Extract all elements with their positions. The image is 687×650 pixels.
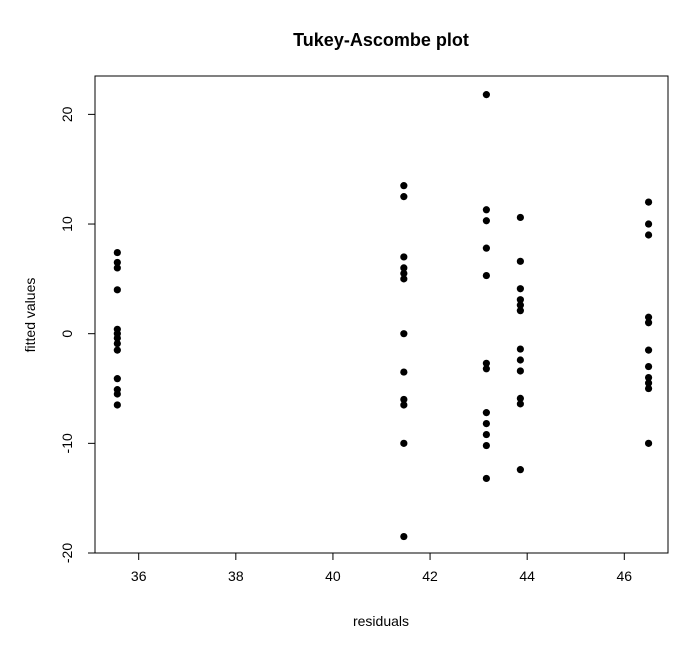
y-axis-label: fitted values xyxy=(22,278,38,353)
data-point xyxy=(400,264,408,272)
y-tick-label: -10 xyxy=(59,433,75,453)
data-point xyxy=(400,193,408,201)
data-point xyxy=(113,258,121,267)
data-point xyxy=(482,441,490,450)
x-axis-label: residuals xyxy=(353,613,409,629)
data-point xyxy=(482,420,490,428)
data-point xyxy=(644,198,653,206)
data-point xyxy=(644,362,653,371)
x-tick-label: 46 xyxy=(617,568,633,584)
data-point xyxy=(644,373,653,382)
data-point xyxy=(516,213,524,222)
y-tick-label: 10 xyxy=(59,216,75,232)
data-point xyxy=(482,217,490,225)
data-point xyxy=(113,286,121,294)
data-point xyxy=(400,269,408,277)
data-point xyxy=(400,532,408,541)
data-point xyxy=(113,390,121,398)
data-point xyxy=(113,248,121,257)
data-point xyxy=(516,394,524,402)
x-tick-label: 38 xyxy=(228,568,244,584)
data-point xyxy=(644,313,653,321)
x-tick-label: 36 xyxy=(131,568,147,584)
data-point xyxy=(482,365,490,373)
data-point xyxy=(644,319,653,327)
data-point xyxy=(516,400,524,408)
data-point xyxy=(644,384,653,393)
x-tick-label: 44 xyxy=(519,568,535,584)
data-point xyxy=(644,439,653,447)
data-point xyxy=(113,334,121,342)
data-point xyxy=(482,244,490,252)
data-point xyxy=(113,346,121,354)
data-point xyxy=(644,220,653,228)
x-axis: 36 38 40 42 44 46 xyxy=(131,553,632,584)
data-point xyxy=(482,430,490,439)
data-point xyxy=(516,307,524,315)
data-point xyxy=(482,271,490,280)
data-point xyxy=(644,231,653,239)
x-tick-label: 42 xyxy=(422,568,438,584)
data-point xyxy=(400,395,408,404)
data-point xyxy=(516,356,524,364)
data-point xyxy=(400,439,408,447)
data-point xyxy=(516,285,524,293)
data-point xyxy=(400,401,408,409)
x-tick-label: 40 xyxy=(325,568,341,584)
data-point xyxy=(113,401,121,409)
y-axis: -20 -10 0 10 20 xyxy=(59,106,95,563)
data-point xyxy=(516,367,524,375)
data-point xyxy=(400,253,408,261)
data-points xyxy=(113,91,653,541)
y-tick-label: 20 xyxy=(59,106,75,122)
data-point xyxy=(644,379,653,387)
data-point xyxy=(113,339,121,348)
data-point xyxy=(516,466,524,474)
data-point xyxy=(400,368,408,376)
chart-title: Tukey-Ascombe plot xyxy=(293,30,469,50)
y-tick-label: 0 xyxy=(59,330,75,338)
data-point xyxy=(516,345,524,353)
data-point xyxy=(400,275,408,283)
data-point xyxy=(482,91,490,99)
data-point xyxy=(482,409,490,417)
data-point xyxy=(482,359,490,367)
data-point xyxy=(516,301,524,309)
y-tick-label: -20 xyxy=(59,543,75,563)
data-point xyxy=(113,375,121,383)
plot-frame xyxy=(94,75,669,554)
data-point xyxy=(400,330,408,338)
data-point xyxy=(482,474,490,483)
data-point xyxy=(113,264,121,272)
data-point xyxy=(482,206,490,214)
data-point xyxy=(516,257,524,265)
data-point xyxy=(516,296,524,304)
data-point xyxy=(644,346,653,354)
data-point xyxy=(400,182,408,190)
